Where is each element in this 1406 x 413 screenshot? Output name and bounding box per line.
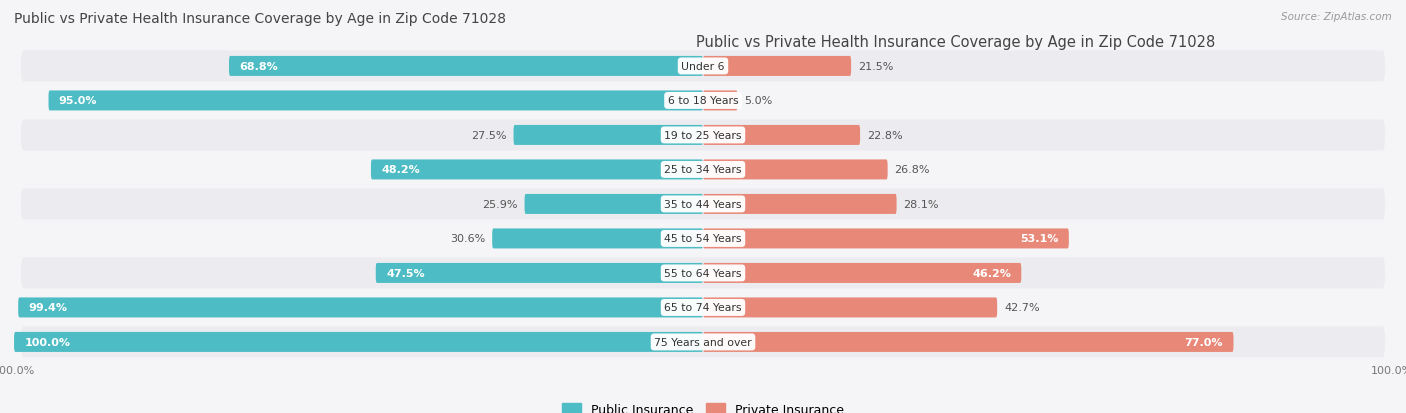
- Text: 45 to 54 Years: 45 to 54 Years: [664, 234, 742, 244]
- Legend: Public Insurance, Private Insurance: Public Insurance, Private Insurance: [557, 398, 849, 413]
- FancyBboxPatch shape: [18, 298, 703, 318]
- FancyBboxPatch shape: [703, 126, 860, 146]
- Text: 68.8%: 68.8%: [239, 62, 278, 72]
- Text: 27.5%: 27.5%: [471, 131, 506, 140]
- Text: 75 Years and over: 75 Years and over: [654, 337, 752, 347]
- FancyBboxPatch shape: [21, 51, 1385, 82]
- Text: 35 to 44 Years: 35 to 44 Years: [664, 199, 742, 209]
- FancyBboxPatch shape: [21, 327, 1385, 358]
- Text: 55 to 64 Years: 55 to 64 Years: [664, 268, 742, 278]
- Text: 22.8%: 22.8%: [868, 131, 903, 140]
- FancyBboxPatch shape: [21, 154, 1385, 185]
- FancyBboxPatch shape: [513, 126, 703, 146]
- FancyBboxPatch shape: [703, 57, 851, 77]
- Text: 48.2%: 48.2%: [381, 165, 420, 175]
- FancyBboxPatch shape: [21, 292, 1385, 323]
- FancyBboxPatch shape: [703, 229, 1069, 249]
- Text: 42.7%: 42.7%: [1004, 303, 1039, 313]
- FancyBboxPatch shape: [371, 160, 703, 180]
- Text: 99.4%: 99.4%: [28, 303, 67, 313]
- Text: 5.0%: 5.0%: [744, 96, 772, 106]
- FancyBboxPatch shape: [375, 263, 703, 283]
- FancyBboxPatch shape: [21, 223, 1385, 254]
- FancyBboxPatch shape: [21, 189, 1385, 220]
- FancyBboxPatch shape: [703, 298, 997, 318]
- FancyBboxPatch shape: [703, 195, 897, 214]
- Text: 47.5%: 47.5%: [387, 268, 425, 278]
- Text: 77.0%: 77.0%: [1185, 337, 1223, 347]
- Text: Under 6: Under 6: [682, 62, 724, 72]
- FancyBboxPatch shape: [703, 332, 1233, 352]
- FancyBboxPatch shape: [703, 263, 1021, 283]
- Text: 30.6%: 30.6%: [450, 234, 485, 244]
- FancyBboxPatch shape: [524, 195, 703, 214]
- Text: 46.2%: 46.2%: [972, 268, 1011, 278]
- Text: 65 to 74 Years: 65 to 74 Years: [664, 303, 742, 313]
- FancyBboxPatch shape: [21, 86, 1385, 116]
- Text: 25 to 34 Years: 25 to 34 Years: [664, 165, 742, 175]
- Text: 6 to 18 Years: 6 to 18 Years: [668, 96, 738, 106]
- FancyBboxPatch shape: [21, 120, 1385, 151]
- Text: 28.1%: 28.1%: [904, 199, 939, 209]
- FancyBboxPatch shape: [703, 91, 738, 111]
- Text: 19 to 25 Years: 19 to 25 Years: [664, 131, 742, 140]
- Text: 25.9%: 25.9%: [482, 199, 517, 209]
- FancyBboxPatch shape: [14, 332, 703, 352]
- Text: Public vs Private Health Insurance Coverage by Age in Zip Code 71028: Public vs Private Health Insurance Cover…: [696, 35, 1215, 50]
- Text: 95.0%: 95.0%: [59, 96, 97, 106]
- Text: Source: ZipAtlas.com: Source: ZipAtlas.com: [1281, 12, 1392, 22]
- FancyBboxPatch shape: [229, 57, 703, 77]
- FancyBboxPatch shape: [21, 258, 1385, 289]
- Text: 53.1%: 53.1%: [1021, 234, 1059, 244]
- FancyBboxPatch shape: [48, 91, 703, 111]
- Text: 26.8%: 26.8%: [894, 165, 929, 175]
- FancyBboxPatch shape: [703, 160, 887, 180]
- Text: 21.5%: 21.5%: [858, 62, 893, 72]
- Text: Public vs Private Health Insurance Coverage by Age in Zip Code 71028: Public vs Private Health Insurance Cover…: [14, 12, 506, 26]
- Text: 100.0%: 100.0%: [24, 337, 70, 347]
- FancyBboxPatch shape: [492, 229, 703, 249]
